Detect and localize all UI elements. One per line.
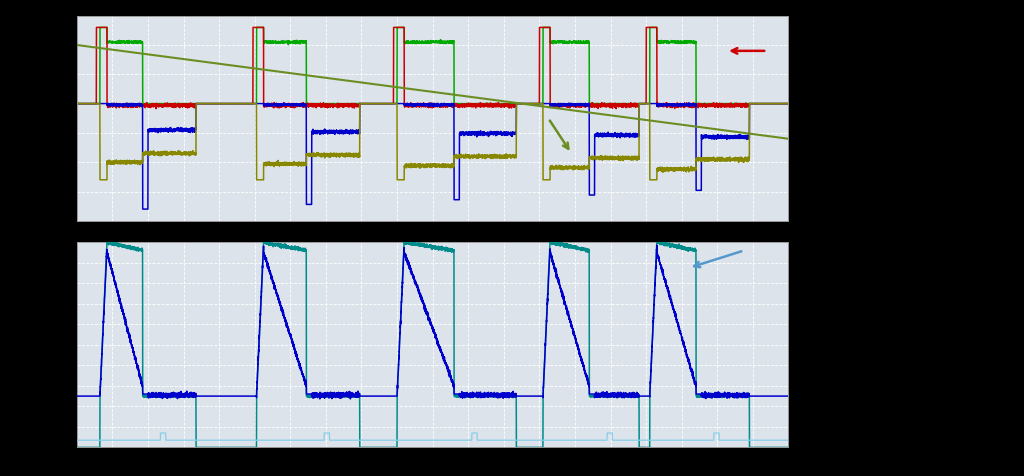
Title: Curvas de Fluxo e Volume: Curvas de Fluxo e Volume: [356, 2, 509, 16]
Y-axis label: Volume [L]: Volume [L]: [830, 91, 841, 147]
Y-axis label: Fluxo [L/min]: Fluxo [L/min]: [38, 85, 48, 153]
Y-axis label: Pressão [cmH2O]: Pressão [cmH2O]: [41, 300, 51, 390]
Title: Curva de Pressão: Curva de Pressão: [381, 228, 484, 242]
